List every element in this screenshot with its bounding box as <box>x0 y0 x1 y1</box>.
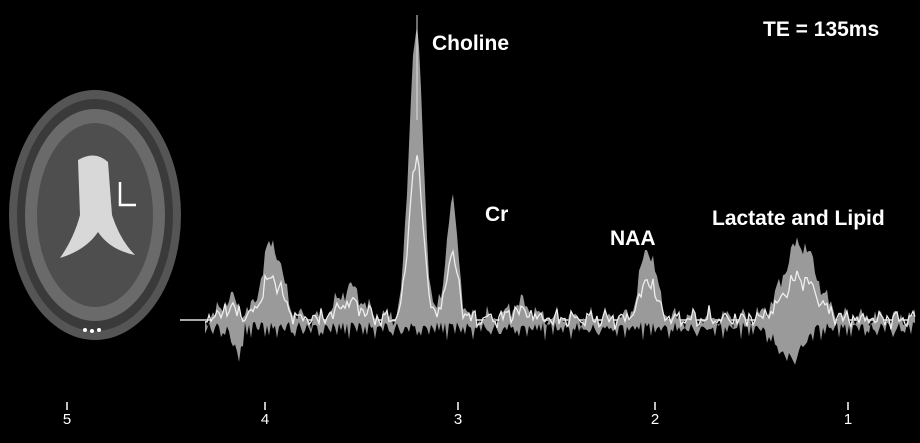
tick-label: 2 <box>651 411 659 428</box>
figure: TE = 135ms Choline Cr NAA Lactate and Li… <box>0 0 920 443</box>
tick-label: 5 <box>63 411 71 428</box>
peak-label: Choline <box>432 32 509 55</box>
tick-label: 3 <box>454 411 462 428</box>
tick-label: 1 <box>844 411 852 428</box>
peak-label: Cr <box>485 203 508 226</box>
te-label: TE = 135ms <box>763 18 879 41</box>
tick-label: 4 <box>261 411 269 428</box>
peak-label: Lactate and Lipid <box>712 207 885 230</box>
brain-image <box>9 90 181 340</box>
peak-label: NAA <box>610 227 656 250</box>
